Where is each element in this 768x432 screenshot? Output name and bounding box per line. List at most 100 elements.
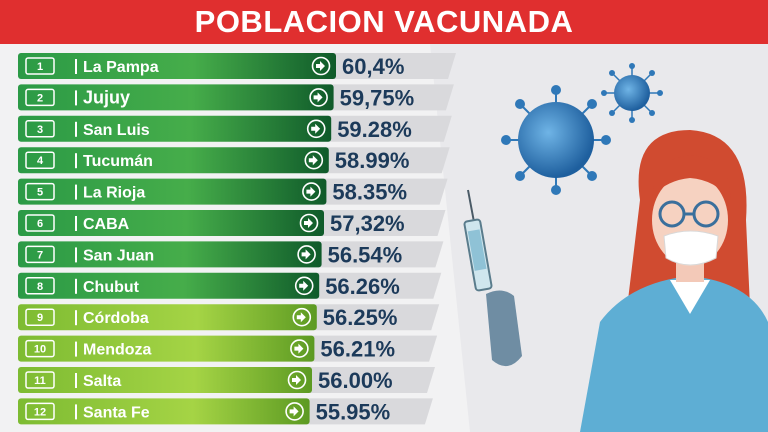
ranking-row: 9 Córdoba 56.25% <box>18 304 440 331</box>
province-label: Tucumán <box>83 153 153 170</box>
province-label: San Luis <box>83 122 150 139</box>
ranking-bar <box>18 241 322 268</box>
value-panel <box>302 335 438 362</box>
value-label: 58.99% <box>335 148 410 173</box>
arrow-right-circle-icon <box>294 276 314 296</box>
ranking-bar <box>18 84 334 111</box>
rank-box <box>25 308 55 326</box>
arrow-right-circle-icon <box>290 339 309 358</box>
rank-number: 12 <box>34 406 46 418</box>
ranking-bar <box>18 335 315 362</box>
rank-box <box>25 402 55 421</box>
value-label: 56.21% <box>320 337 395 362</box>
value-panel <box>314 178 448 205</box>
rank-box <box>25 88 55 107</box>
ranking-bar <box>18 115 332 142</box>
virus-icon <box>501 85 611 195</box>
label-separator <box>75 278 77 294</box>
rank-box <box>25 371 55 389</box>
chart-title: POBLACION VACUNADA <box>194 4 574 39</box>
ranking-row: 11 Salta 56.00% <box>18 367 435 393</box>
ranking-bar <box>18 53 336 79</box>
value-panel <box>324 53 456 79</box>
value-panel <box>319 115 452 142</box>
province-label: Córdoba <box>83 310 149 327</box>
value-label: 59,75% <box>340 85 415 110</box>
label-separator <box>75 404 77 420</box>
value-panel <box>316 147 450 174</box>
value-panel <box>304 304 440 331</box>
label-separator <box>75 341 77 357</box>
province-label: Santa Fe <box>83 404 150 421</box>
arrow-right-circle-icon <box>285 402 304 421</box>
rank-number: 3 <box>37 124 43 136</box>
label-separator <box>75 90 77 106</box>
ranking-row: 8 Chubut 56.26% <box>18 272 442 299</box>
arrow-right-circle-icon <box>306 119 326 139</box>
label-separator <box>75 373 77 388</box>
label-separator <box>75 310 77 326</box>
rank-number: 11 <box>34 375 46 387</box>
province-label: Mendoza <box>83 342 152 359</box>
arrow-right-circle-icon <box>304 150 324 170</box>
label-separator <box>75 184 77 200</box>
ranking-bar <box>18 367 312 393</box>
rank-number: 7 <box>37 249 43 261</box>
province-label: La Rioja <box>83 185 145 202</box>
ranking-row: 6 CABA 57,32% <box>18 210 446 236</box>
label-separator <box>75 121 77 137</box>
rank-box <box>25 214 55 232</box>
ranking-row: 10 Mendoza 56.21% <box>18 335 438 362</box>
value-label: 56.25% <box>323 305 398 330</box>
rank-box <box>25 57 55 75</box>
ranking-row: 7 San Juan 56.54% <box>18 241 444 268</box>
label-separator <box>75 247 77 263</box>
value-panel <box>300 367 435 393</box>
rank-box <box>25 151 55 169</box>
ranking-row: 2 Jujuy 59,75% <box>18 84 454 111</box>
arrow-right-circle-icon <box>302 182 321 201</box>
province-label: CABA <box>83 216 130 233</box>
value-panel <box>321 84 454 111</box>
rank-number: 4 <box>37 155 44 167</box>
ranking-bar <box>18 147 329 174</box>
arrow-right-circle-icon <box>299 213 319 233</box>
doctor-illustration <box>580 130 768 432</box>
value-panel <box>297 398 433 425</box>
rank-number: 10 <box>34 344 46 356</box>
rank-number: 5 <box>37 187 43 199</box>
value-label: 59.28% <box>337 117 412 142</box>
ranking-bar <box>18 398 310 425</box>
rank-box <box>25 120 55 138</box>
arrow-right-circle-icon <box>297 245 316 264</box>
value-label: 55.95% <box>316 399 391 424</box>
label-separator <box>75 216 77 231</box>
province-label: Salta <box>83 373 121 390</box>
rank-number: 9 <box>37 312 43 324</box>
title-banner: POBLACION VACUNADA <box>0 0 768 44</box>
label-separator <box>75 153 77 169</box>
ranking-row: 5 La Rioja 58.35% <box>18 178 448 205</box>
province-label: Jujuy <box>83 87 130 107</box>
value-label: 56.00% <box>318 368 393 393</box>
ranking-row: 3 San Luis 59.28% <box>18 115 452 142</box>
rank-number: 8 <box>37 281 43 293</box>
value-panel <box>307 272 442 299</box>
province-label: Chubut <box>83 279 140 296</box>
ranking-bar <box>18 210 324 236</box>
value-label: 56.54% <box>328 242 403 267</box>
rank-box <box>25 277 55 295</box>
rank-number: 1 <box>37 61 43 73</box>
rank-number: 2 <box>37 92 43 104</box>
value-label: 56.26% <box>325 274 400 299</box>
value-panel <box>312 210 446 236</box>
rank-box <box>25 245 55 264</box>
ranking-bar <box>18 304 317 331</box>
value-panel <box>309 241 444 268</box>
arrow-right-circle-icon <box>309 88 328 107</box>
rank-number: 6 <box>37 218 43 230</box>
rank-box <box>25 182 55 201</box>
ranking-bar <box>18 272 320 299</box>
